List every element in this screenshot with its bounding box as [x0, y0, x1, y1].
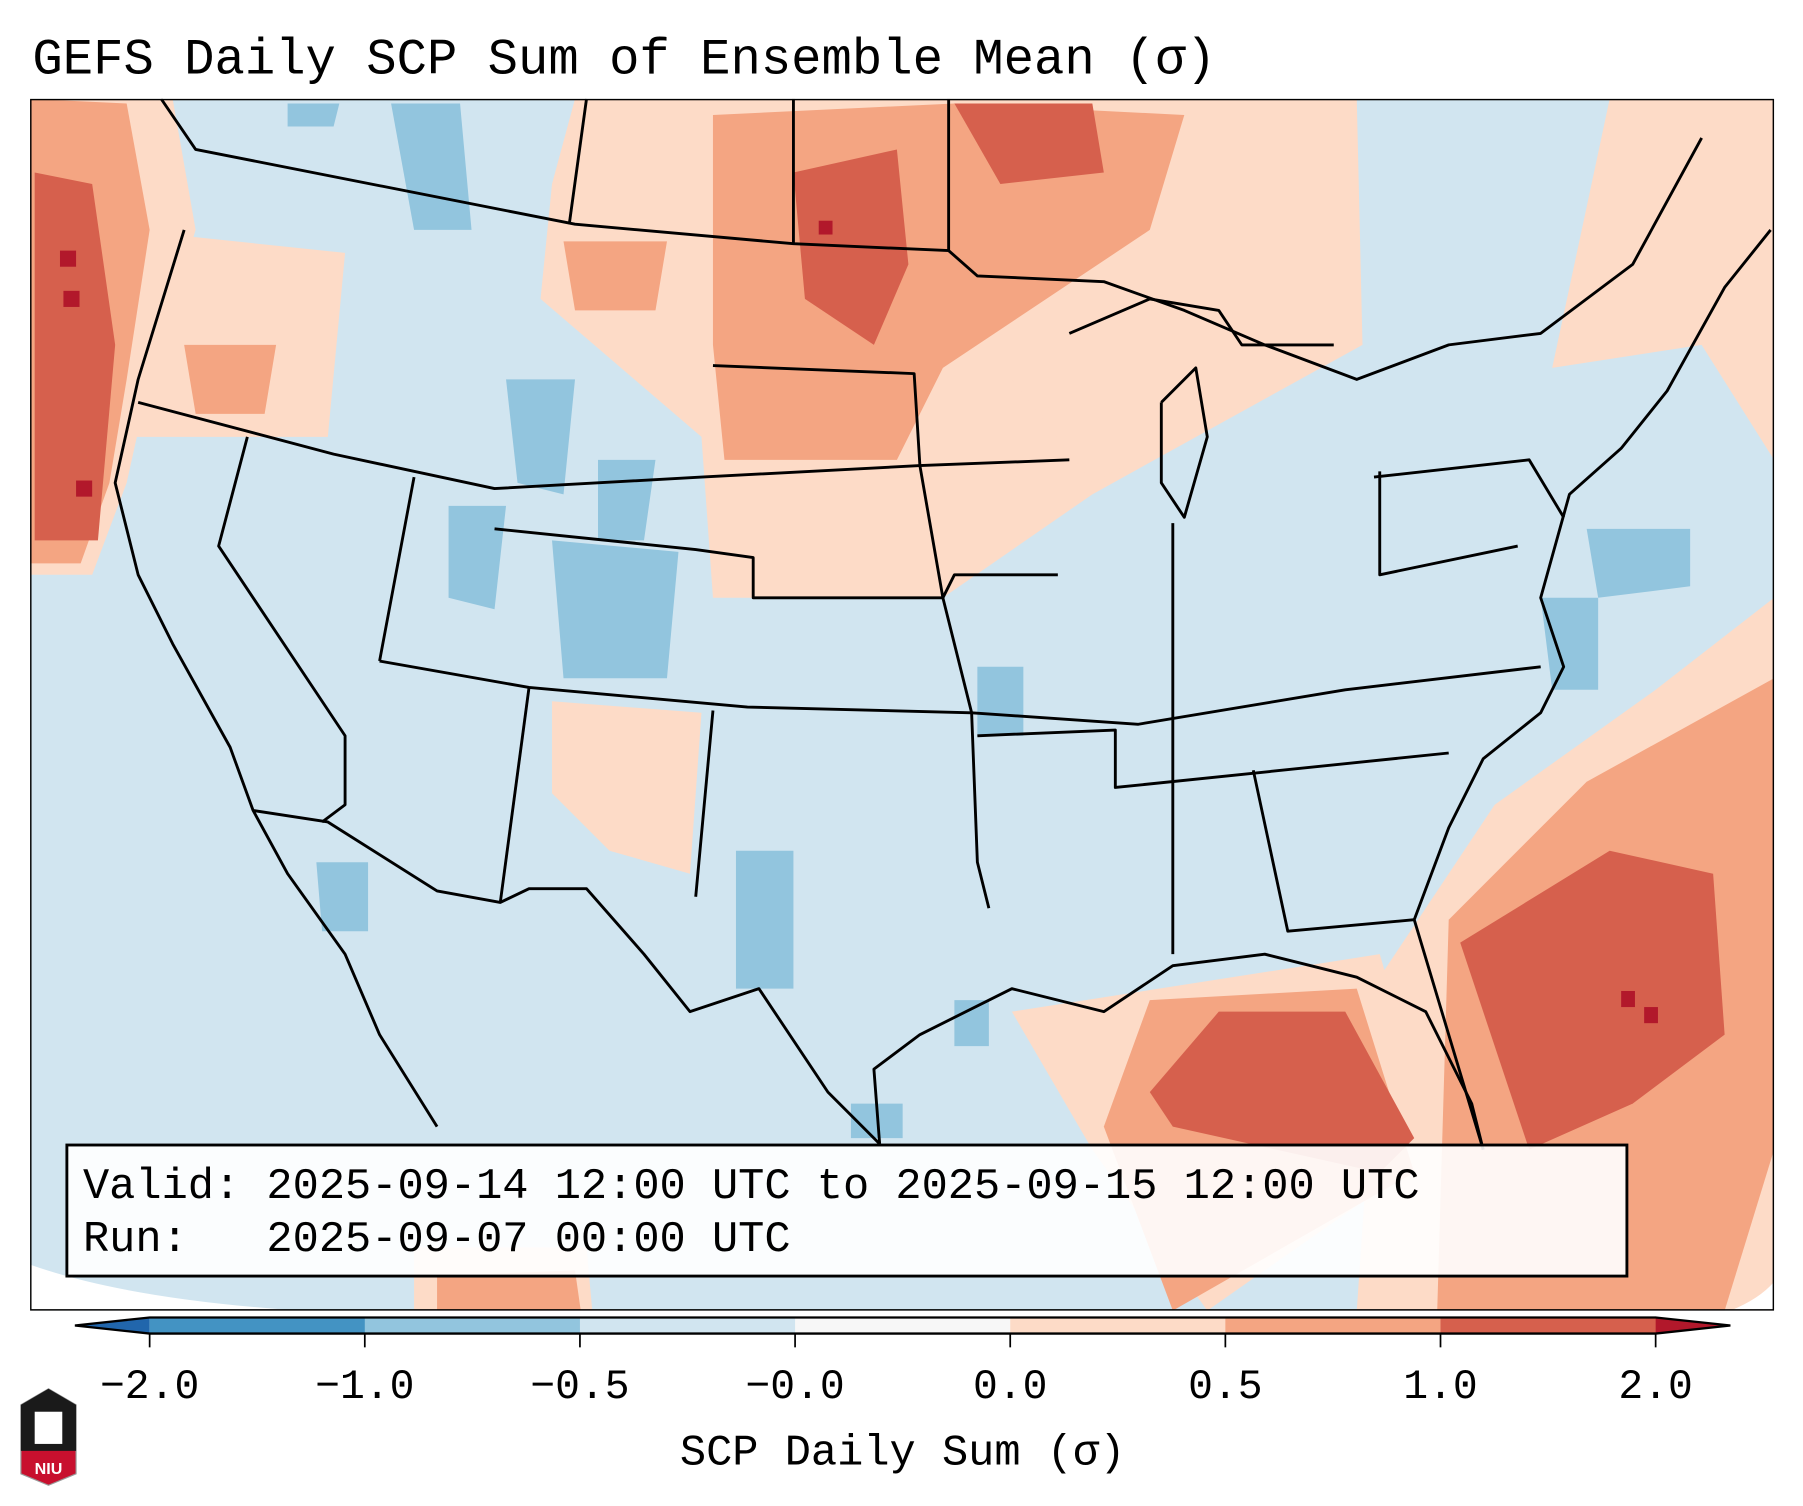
boundaries [113, 98, 1772, 1151]
us-mexico-border [252, 809, 881, 1145]
state-line [1251, 769, 1415, 933]
off-projection-area [1730, 1281, 1775, 1311]
anomaly-extreme-positive [59, 220, 1658, 1024]
info-box: Valid: 2025-09-14 12:00 UTC to 2025-09-1… [65, 1143, 1629, 1278]
colorbar-segment [579, 1317, 796, 1334]
state-line [494, 527, 1058, 600]
map-panel: Valid: 2025-09-14 12:00 UTC to 2025-09-1… [30, 98, 1775, 1311]
off-projection-area [30, 1264, 300, 1311]
state-line [712, 364, 991, 909]
state-line [378, 476, 416, 662]
us-canada-border [159, 98, 1703, 381]
anomaly-strong-positive [34, 103, 1725, 1173]
state-line [498, 687, 531, 903]
svg-text:NIU: NIU [35, 1460, 63, 1478]
colorbar-tick-label: 1.0 [1403, 1365, 1478, 1411]
colorbar-segment [1225, 1317, 1442, 1334]
colorbar-tick-label: 0.0 [973, 1365, 1048, 1411]
state-line [217, 436, 347, 824]
great-lakes [1159, 366, 1209, 519]
state-line [694, 710, 715, 897]
anomaly-negative [287, 103, 1691, 1139]
colorbar-segment [1010, 1317, 1226, 1334]
colorbar-segment [364, 1317, 581, 1334]
state-line [1373, 458, 1565, 519]
run-time-text: Run: 2025-09-07 00:00 UTC [83, 1216, 791, 1265]
state-line [567, 98, 588, 225]
colorbar-tick-label: −1.0 [315, 1365, 414, 1411]
chart-title: GEFS Daily SCP Sum of Ensemble Mean (σ) [32, 33, 1216, 90]
state-line [137, 400, 1070, 491]
colorbar-segment [149, 1317, 366, 1334]
colorbar: −2.0 −1.0 −0.5 −0.0 0.0 0.5 1.0 2.0 [74, 1316, 1731, 1411]
niu-logo: NIU [20, 1388, 77, 1486]
colorbar-tick-label: −2.0 [100, 1365, 199, 1411]
west-coastline [113, 229, 439, 1128]
colorbar-under-extension [74, 1317, 150, 1334]
colorbar-label: SCP Daily Sum (σ) [680, 1430, 1126, 1479]
colorbar-segment [1440, 1317, 1657, 1334]
colorbar-tick-label: 2.0 [1618, 1365, 1693, 1411]
colorbar-tick-label: −0.0 [745, 1365, 844, 1411]
state-line [1378, 471, 1518, 577]
state-line [977, 728, 1449, 789]
colorbar-over-extension [1655, 1317, 1731, 1334]
colorbar-tick-label: −0.5 [530, 1365, 629, 1411]
valid-time-text: Valid: 2025-09-14 12:00 UTC to 2025-09-1… [83, 1163, 1420, 1212]
great-lakes [1068, 297, 1334, 347]
colorbar-segment [795, 1317, 1011, 1334]
gulf-coastline [872, 952, 1485, 1150]
colorbar-tick-label: 0.5 [1188, 1365, 1263, 1411]
